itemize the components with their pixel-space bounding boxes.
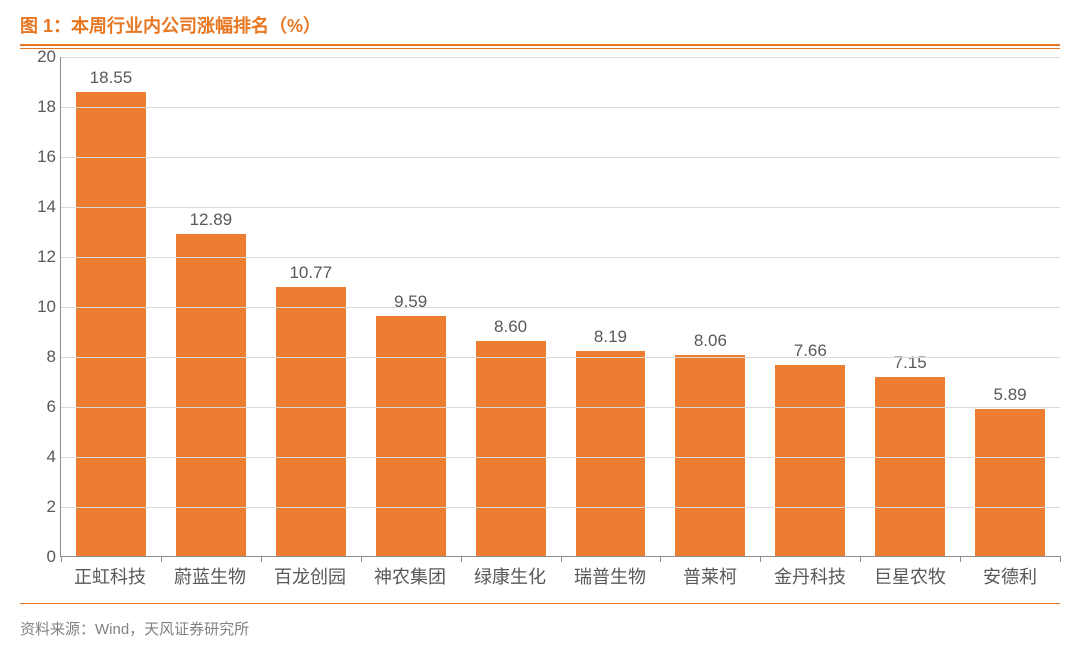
y-tick-label: 6 (47, 397, 56, 417)
grid-line (61, 207, 1060, 208)
bar-value-label: 12.89 (190, 210, 233, 230)
x-category-label: 安德利 (960, 557, 1060, 589)
grid-line (61, 307, 1060, 308)
bar-value-label: 8.19 (594, 327, 627, 347)
figure-title: 图 1：本周行业内公司涨幅排名（%） (20, 12, 1060, 44)
title-rule-thin (20, 48, 1060, 49)
y-tick-label: 8 (47, 347, 56, 367)
source-rule (20, 603, 1060, 604)
bar: 8.60 (476, 341, 546, 556)
bar-value-label: 8.60 (494, 317, 527, 337)
x-tick-mark (1060, 556, 1061, 562)
y-tick-label: 18 (37, 97, 56, 117)
bar: 8.06 (675, 355, 745, 557)
bar: 5.89 (975, 409, 1045, 556)
x-axis: 正虹科技蔚蓝生物百龙创园神农集团绿康生化瑞普生物普莱柯金丹科技巨星农牧安德利 (60, 557, 1060, 589)
bar-value-label: 9.59 (394, 292, 427, 312)
title-rule-thick (20, 44, 1060, 46)
y-tick-label: 14 (37, 197, 56, 217)
grid-line (61, 457, 1060, 458)
y-tick-label: 10 (37, 297, 56, 317)
bar-value-label: 10.77 (289, 263, 332, 283)
source-text: 资料来源：Wind，天风证券研究所 (20, 612, 1060, 639)
bar: 7.15 (875, 377, 945, 556)
grid-line (61, 407, 1060, 408)
y-tick-label: 20 (37, 47, 56, 67)
bar-value-label: 5.89 (994, 385, 1027, 405)
grid-line (61, 357, 1060, 358)
x-category-label: 百龙创园 (260, 557, 360, 589)
grid-line (61, 107, 1060, 108)
y-axis: 02468101214161820 (20, 57, 60, 557)
plot-area: 18.55 12.89 10.77 9.59 8.60 8.19 8.06 7.66 7.15 5… (60, 57, 1060, 557)
y-tick-label: 4 (47, 447, 56, 467)
bar: 10.77 (276, 287, 346, 556)
grid-line (61, 157, 1060, 158)
y-tick-label: 16 (37, 147, 56, 167)
y-tick-label: 0 (47, 547, 56, 567)
chart-plot: 02468101214161820 18.5512.8910.779.598.6… (20, 57, 1060, 597)
bar: 18.55 (76, 92, 146, 556)
bar: 7.66 (775, 365, 845, 557)
x-category-label: 金丹科技 (760, 557, 860, 589)
x-category-label: 瑞普生物 (560, 557, 660, 589)
y-tick-label: 2 (47, 497, 56, 517)
x-category-label: 神农集团 (360, 557, 460, 589)
figure-container: 图 1：本周行业内公司涨幅排名（%） 0 2 4 6 8 10 12 14 16 18 20 18.… (0, 0, 1080, 658)
x-category-label: 巨星农牧 (860, 557, 960, 589)
bar-value-label: 8.06 (694, 331, 727, 351)
x-category-label: 普莱柯 (660, 557, 760, 589)
bar-value-label: 18.55 (90, 68, 133, 88)
grid-line (61, 257, 1060, 258)
x-category-label: 绿康生化 (460, 557, 560, 589)
bar: 9.59 (376, 316, 446, 556)
x-category-label: 蔚蓝生物 (160, 557, 260, 589)
bar: 8.19 (576, 351, 646, 556)
grid-line (61, 507, 1060, 508)
x-category-label: 正虹科技 (60, 557, 160, 589)
grid-line (61, 57, 1060, 58)
y-tick-label: 12 (37, 247, 56, 267)
